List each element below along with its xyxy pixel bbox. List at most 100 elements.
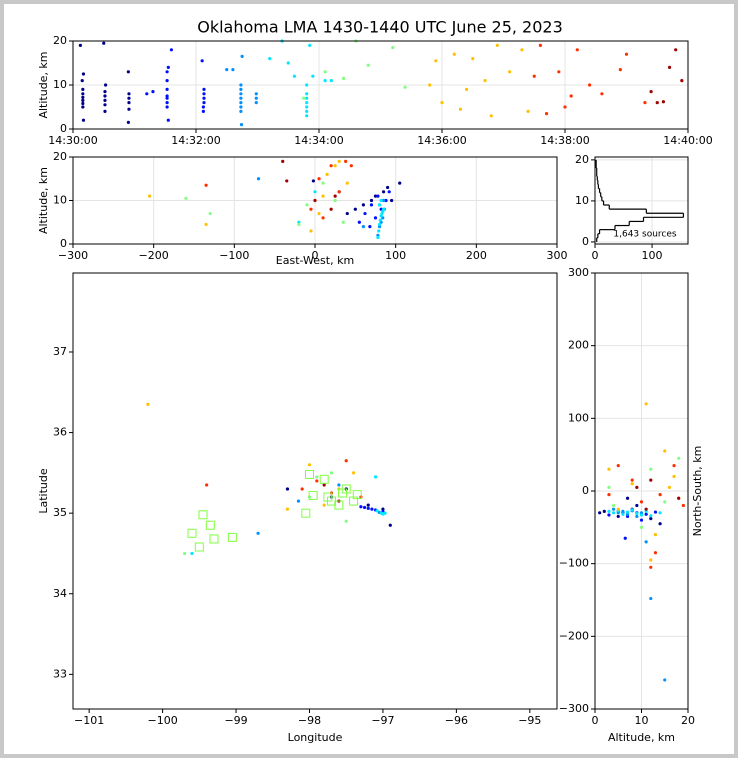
y-tick-label: 20	[575, 153, 589, 166]
y-tick-label: −100	[559, 557, 589, 570]
source-point	[305, 105, 309, 109]
source-point	[649, 467, 653, 471]
source-point	[345, 211, 349, 216]
source-point	[381, 190, 386, 194]
source-point	[575, 48, 579, 52]
x-tick-label: −100	[147, 714, 177, 727]
source-point	[103, 90, 107, 94]
source-point	[368, 225, 372, 229]
source-point	[256, 531, 260, 535]
source-point	[127, 101, 131, 105]
source-point	[381, 207, 386, 211]
source-point	[379, 198, 383, 203]
source-point	[309, 207, 313, 211]
source-point	[337, 159, 341, 163]
source-point	[296, 499, 301, 503]
source-point	[165, 101, 169, 105]
source-point	[256, 177, 261, 181]
source-point	[305, 83, 309, 87]
source-point	[305, 114, 309, 118]
source-point	[390, 198, 394, 203]
source-point	[616, 507, 620, 511]
station	[205, 520, 215, 530]
source-point	[148, 194, 152, 198]
source-point	[254, 92, 258, 96]
source-point	[639, 513, 644, 517]
source-point	[376, 194, 380, 198]
annotation: 1,643 sources	[613, 230, 677, 240]
source-point	[81, 98, 85, 102]
source-point	[378, 218, 382, 222]
source-point	[649, 596, 653, 601]
y-axis-label: Latitude	[37, 468, 50, 514]
source-point	[520, 48, 524, 52]
source-point	[386, 185, 390, 190]
source-point	[458, 107, 463, 111]
source-point	[305, 92, 309, 96]
source-point	[333, 194, 337, 198]
y-tick-label: 200	[568, 339, 589, 352]
source-point	[151, 90, 155, 94]
source-point	[305, 109, 309, 113]
station	[198, 510, 208, 520]
source-point	[363, 211, 367, 216]
source-point	[239, 109, 243, 113]
source-point	[369, 198, 374, 203]
source-point	[495, 43, 499, 48]
source-point	[81, 101, 85, 106]
source-point	[649, 514, 653, 518]
source-point	[254, 96, 258, 100]
source-point	[202, 87, 206, 91]
source-point	[127, 92, 131, 96]
source-point	[183, 551, 187, 556]
source-point	[126, 120, 130, 124]
x-tick-label: 10	[635, 714, 649, 727]
y-tick-label: 35	[53, 506, 67, 519]
source-point	[103, 109, 107, 113]
source-point	[231, 68, 235, 72]
y-tick-label: 36	[53, 426, 67, 439]
source-point	[322, 483, 326, 487]
source-point	[387, 190, 391, 194]
y-axis-label: Altitude, km	[37, 51, 50, 118]
source-point	[103, 103, 107, 107]
y-axis-label: Altitude, km	[37, 167, 50, 234]
source-point	[639, 518, 644, 522]
source-point	[311, 74, 315, 78]
source-point	[103, 83, 108, 87]
y-tick-label: 34	[53, 587, 67, 600]
source-point	[317, 177, 321, 181]
source-point	[345, 181, 349, 185]
y-tick-label: 20	[53, 150, 67, 163]
source-point	[254, 101, 258, 105]
x-tick-label: 0	[592, 249, 599, 262]
source-point	[362, 505, 367, 510]
source-point	[344, 459, 348, 463]
source-point	[317, 211, 321, 216]
source-point	[434, 59, 438, 63]
source-point	[643, 101, 647, 105]
source-point	[81, 105, 85, 109]
y-tick-label: 10	[53, 78, 67, 91]
source-point	[127, 107, 131, 111]
source-point	[644, 507, 648, 511]
station	[334, 500, 344, 510]
source-point	[202, 96, 206, 100]
source-point	[323, 70, 327, 74]
source-point	[607, 493, 611, 497]
station	[341, 484, 351, 494]
source-point	[166, 118, 170, 122]
source-point	[344, 519, 348, 523]
y-tick-label: 10	[53, 194, 67, 207]
source-point	[607, 509, 611, 513]
source-point	[644, 512, 648, 516]
source-point	[315, 479, 319, 483]
source-point	[285, 487, 290, 491]
source-point	[644, 540, 648, 544]
source-point	[465, 87, 469, 91]
source-point	[644, 402, 648, 406]
x-tick-label: −99	[224, 714, 247, 727]
y-tick-label: 0	[60, 122, 67, 135]
plot-frame	[594, 272, 689, 710]
x-axis-label: East-West, km	[276, 254, 354, 267]
